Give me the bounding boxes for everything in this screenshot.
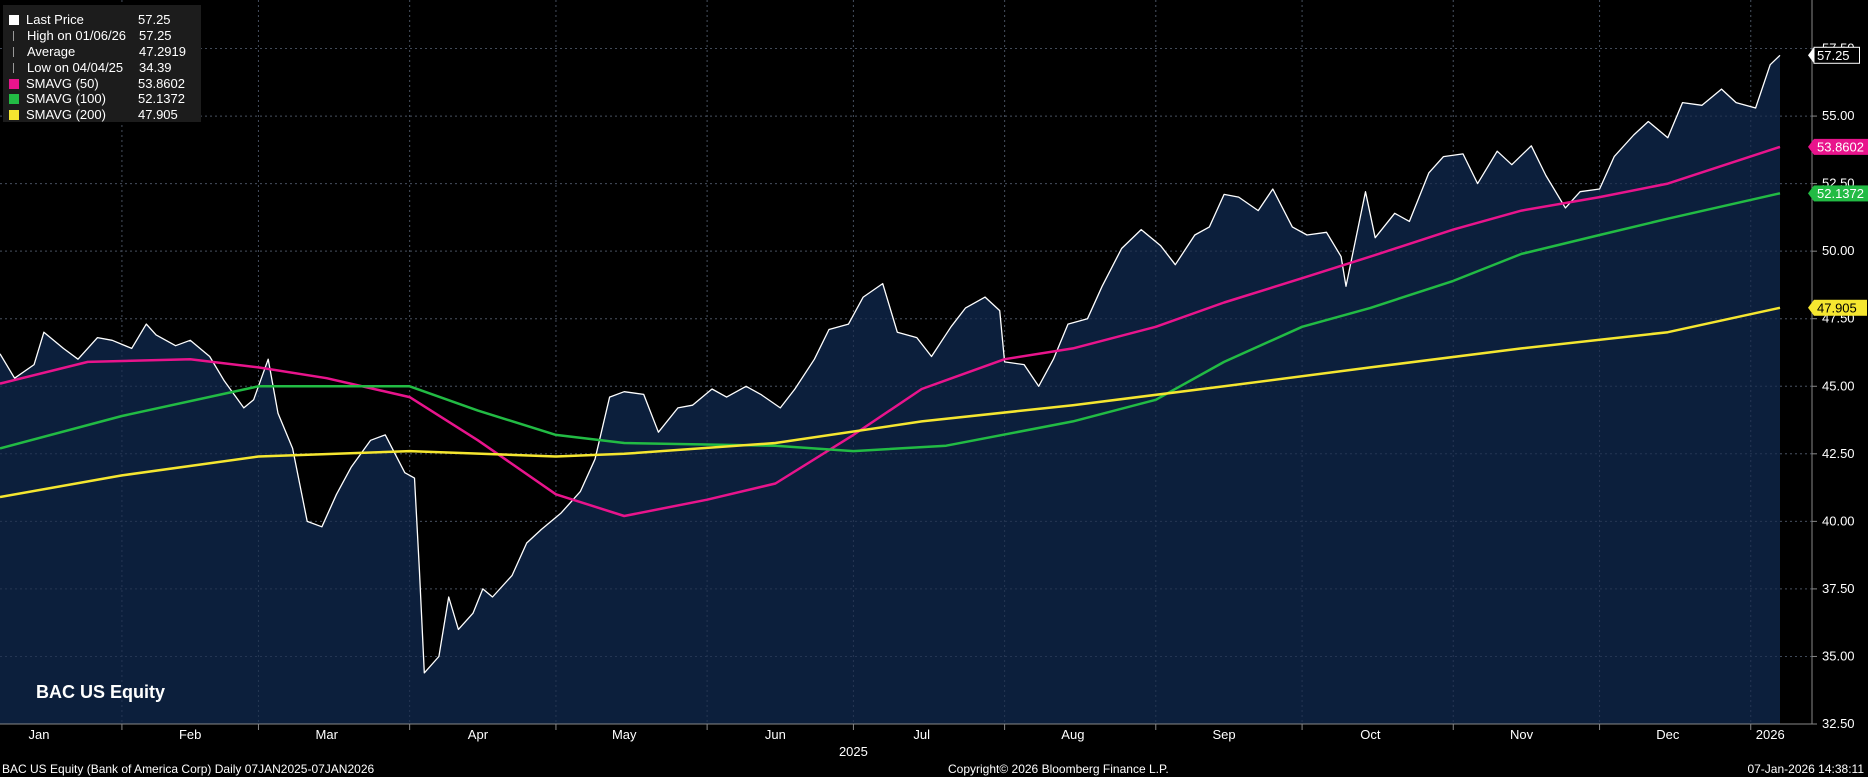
x-tick-label: May bbox=[612, 727, 637, 742]
y-tick-label: 32.50 bbox=[1822, 716, 1855, 731]
legend-row: SMAVG (200) 47.905 bbox=[9, 107, 201, 123]
x-tick-label: Nov bbox=[1510, 727, 1534, 742]
square-icon bbox=[9, 94, 19, 105]
series-line-0 bbox=[0, 54, 1781, 674]
x-tick-label: Jan bbox=[29, 727, 50, 742]
footer-description: BAC US Equity (Bank of America Corp) Dai… bbox=[2, 762, 375, 776]
low-marker-icon bbox=[13, 62, 15, 73]
value-tag-label: 52.1372 bbox=[1817, 186, 1864, 201]
y-tick-label: 45.00 bbox=[1822, 378, 1855, 393]
series-lines bbox=[0, 54, 1781, 674]
series-area-0 bbox=[0, 55, 1780, 725]
square-icon bbox=[9, 110, 19, 121]
price-area bbox=[0, 55, 1780, 725]
legend-label: High on 01/06/26 bbox=[27, 27, 127, 43]
legend-row: Low on 04/04/25 34.39 bbox=[9, 60, 201, 76]
x-tick-label: Sep bbox=[1212, 727, 1235, 742]
legend-label: SMAVG (200) bbox=[26, 107, 106, 123]
value-tag-bg bbox=[1814, 185, 1868, 202]
legend-value: 52.1372 bbox=[138, 91, 185, 107]
legend-row: SMAVG (50) 53.8602 bbox=[9, 76, 201, 92]
x-tick-label: 2026 bbox=[1756, 727, 1785, 742]
value-tag-label: 53.8602 bbox=[1817, 139, 1864, 154]
high-marker-icon bbox=[13, 30, 15, 41]
value-tag-pointer bbox=[1808, 138, 1814, 155]
legend-row: SMAVG (100) 52.1372 bbox=[9, 91, 201, 107]
y-tick-label: 50.00 bbox=[1822, 243, 1855, 258]
footer-timestamp: 07-Jan-2026 14:38:11 bbox=[1747, 762, 1864, 776]
y-tick-label: 37.50 bbox=[1822, 581, 1855, 596]
y-tick-label: 35.00 bbox=[1822, 648, 1855, 663]
legend-label: Last Price bbox=[26, 12, 84, 27]
value-tag-bg bbox=[1814, 299, 1867, 316]
value-tag-pointer bbox=[1808, 299, 1814, 316]
legend-value: 47.2919 bbox=[139, 43, 186, 59]
avg-marker-icon bbox=[13, 46, 15, 57]
value-tag-pointer bbox=[1808, 47, 1814, 64]
legend-row: High on 01/06/26 57.25 bbox=[9, 28, 201, 44]
legend-value: 34.39 bbox=[139, 59, 172, 75]
x-tick-label: Mar bbox=[316, 727, 339, 742]
x-tick-label: Jun bbox=[765, 727, 786, 742]
value-tag-label: 57.25 bbox=[1817, 48, 1850, 63]
value-tag-bg bbox=[1814, 138, 1868, 155]
legend-label: SMAVG (100) bbox=[26, 91, 106, 107]
x-tick-label: Feb bbox=[179, 727, 201, 742]
legend-row: Average 47.2919 bbox=[9, 44, 201, 60]
legend: Last Price 57.25 High on 01/06/26 57.25 Aver… bbox=[3, 5, 201, 122]
legend-label: Average bbox=[27, 43, 76, 59]
x-tick-label: Apr bbox=[468, 727, 489, 742]
square-icon bbox=[9, 78, 19, 89]
x-tick-label: Oct bbox=[1360, 727, 1381, 742]
series-line-2 bbox=[0, 192, 1781, 453]
y-tick-label: 42.50 bbox=[1822, 446, 1855, 461]
year-label: 2025 bbox=[839, 744, 868, 759]
x-tick-label: Aug bbox=[1061, 727, 1084, 742]
value-tag-pointer bbox=[1808, 185, 1814, 202]
value-tags: 57.25 53.8602 52.1372 47.905 bbox=[1808, 46, 1868, 316]
footer-copyright: Copyright© 2026 Bloomberg Finance L.P. bbox=[948, 762, 1169, 776]
series-line-3 bbox=[0, 306, 1781, 499]
legend-value: 57.25 bbox=[139, 27, 172, 43]
x-axis: Jan Feb Mar Apr May Jun Jul Aug Sep Oct Nov Dec 2026… bbox=[0, 723, 1812, 759]
ticker-label: BAC US Equity bbox=[36, 682, 166, 702]
x-tick-label: Dec bbox=[1656, 727, 1680, 742]
legend-label: SMAVG (50) bbox=[26, 75, 99, 91]
series-line-1 bbox=[0, 145, 1781, 518]
y-tick-label: 55.00 bbox=[1822, 108, 1855, 123]
x-tick-label: Jul bbox=[913, 727, 930, 742]
y-tick-label: 40.00 bbox=[1822, 513, 1855, 528]
square-icon bbox=[9, 14, 19, 25]
legend-value: 53.8602 bbox=[138, 75, 185, 91]
legend-row: Last Price 57.25 bbox=[9, 12, 201, 28]
value-tag-label: 47.905 bbox=[1817, 300, 1857, 315]
legend-label: Low on 04/04/25 bbox=[27, 59, 124, 75]
legend-value: 47.905 bbox=[138, 107, 178, 123]
legend-value: 57.25 bbox=[138, 12, 171, 27]
